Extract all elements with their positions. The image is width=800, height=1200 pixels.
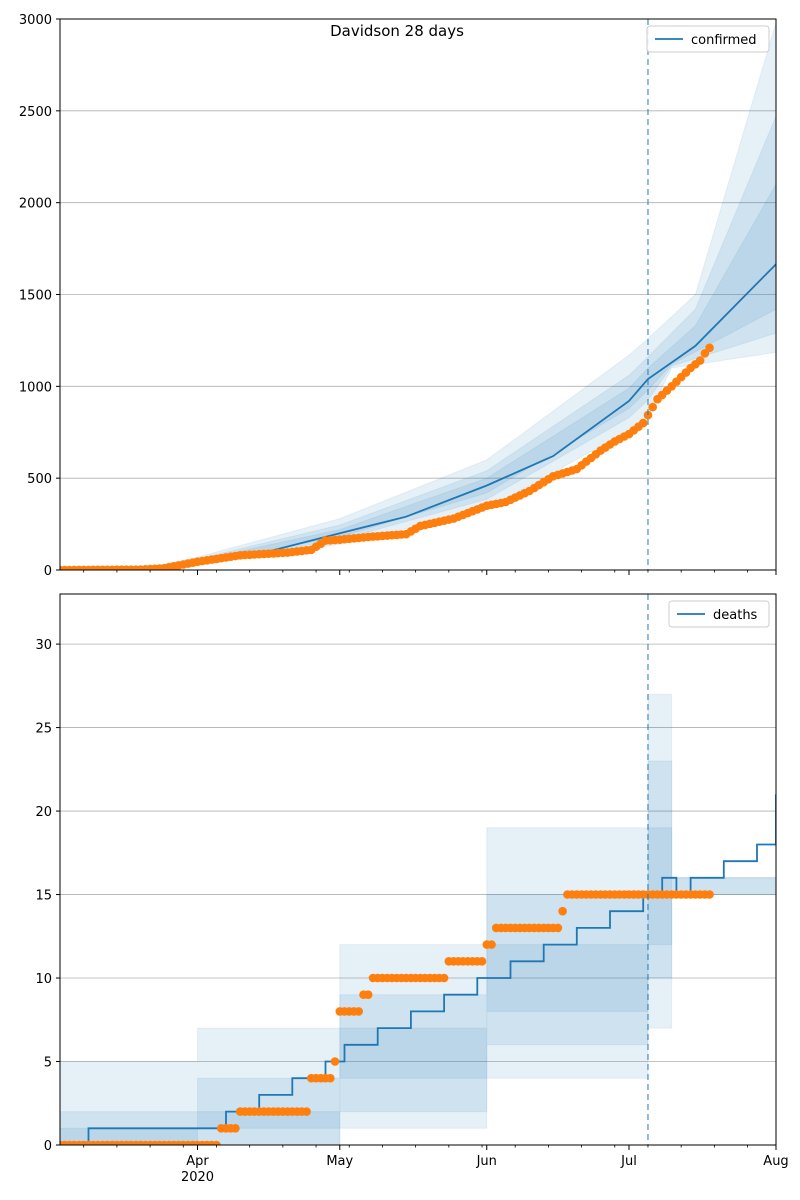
observed-point <box>553 923 563 933</box>
legend-label: confirmed <box>691 33 757 48</box>
uncertainty-band-3 <box>60 183 776 570</box>
x-tick-label: Apr <box>186 1154 209 1169</box>
y-tick-label: 0 <box>44 564 52 579</box>
observed-point <box>648 402 657 412</box>
observed-point <box>558 906 567 916</box>
y-tick-label: 25 <box>35 722 52 737</box>
panel-confirmed: 0 500 1000 1500 2000 2500 3000 confirmed <box>19 13 777 579</box>
observed-point <box>439 973 449 983</box>
legend-box <box>668 600 770 628</box>
legend: deaths <box>668 600 770 628</box>
y-tick-label: 0 <box>44 1139 52 1154</box>
y-tick-label: 5 <box>44 1056 52 1071</box>
y-tick-label: 1500 <box>19 289 52 304</box>
y-tick-label: 10 <box>35 972 52 987</box>
legend-box <box>646 25 770 53</box>
x-tick-label: Jul <box>620 1154 637 1169</box>
y-tick-label: 3000 <box>19 13 52 28</box>
observed-point <box>705 890 714 899</box>
y-tick-label: 2000 <box>19 197 52 212</box>
legend-label: deaths <box>713 608 758 623</box>
observed-point <box>695 356 705 365</box>
y-tick-label: 500 <box>27 472 52 487</box>
y-tick-label: 30 <box>35 638 52 653</box>
uncertainty-band-1 <box>60 22 776 570</box>
observed-point <box>638 418 648 428</box>
uncertainty-band-1 <box>60 594 776 1145</box>
observed-point <box>643 410 653 420</box>
axes-frame <box>59 593 777 1146</box>
observed-point <box>363 990 373 999</box>
observed-point <box>487 940 496 949</box>
x-tick-label: Aug <box>763 1154 788 1169</box>
x-tick-label: Jun <box>476 1154 497 1169</box>
observed-point <box>330 1057 340 1066</box>
legend: confirmed <box>646 25 770 53</box>
y-tick-label: 20 <box>35 805 52 820</box>
observed-point <box>302 1107 311 1116</box>
observed-point <box>705 343 714 353</box>
observed-point <box>326 1073 335 1083</box>
observed-point <box>212 1140 221 1145</box>
observed-point <box>231 1124 240 1133</box>
figure-title: Davidson 28 days <box>330 22 464 40</box>
observed-point <box>354 1007 364 1016</box>
y-tick-label: 1000 <box>19 380 52 395</box>
y-tick-label: 15 <box>35 889 52 904</box>
x-tick-sublabel: 2020 <box>181 1170 214 1185</box>
x-tick-label: May <box>326 1154 353 1169</box>
y-tick-label: 2500 <box>19 105 52 120</box>
observed-point <box>477 957 487 966</box>
